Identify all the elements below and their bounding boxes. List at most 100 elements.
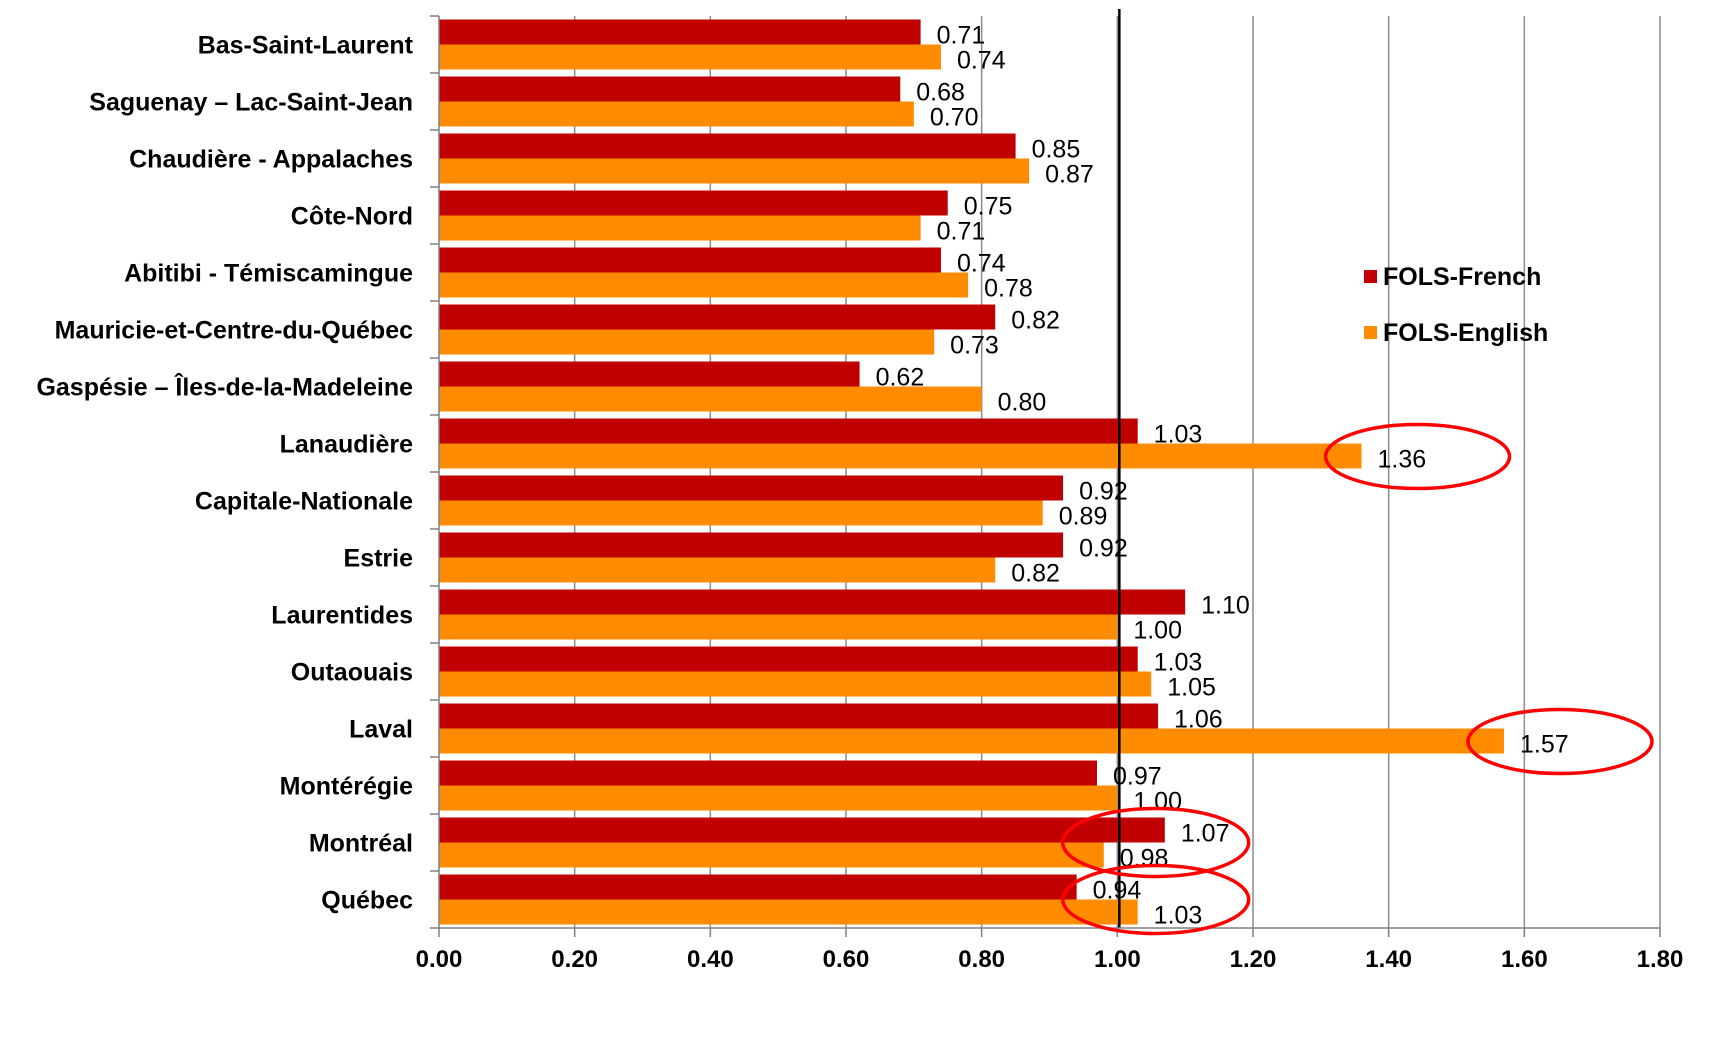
bar-fols-english (439, 272, 969, 298)
category-label: Côte-Nord (291, 203, 413, 231)
data-label: 1.00 (1133, 788, 1182, 816)
category-label: Capitale-Nationale (195, 488, 413, 516)
bar-fols-french (439, 817, 1165, 843)
category-label: Lanaudière (280, 431, 413, 459)
category-label: Montréal (309, 830, 413, 858)
category-label: Bas-Saint-Laurent (198, 32, 414, 60)
data-label: 0.78 (984, 275, 1033, 303)
bar-fols-english (439, 557, 996, 583)
bar-fols-french (439, 361, 860, 387)
bar-fols-english (439, 215, 921, 241)
data-label: 0.75 (964, 193, 1013, 221)
data-label: 0.74 (957, 47, 1006, 75)
category-label: Saguenay – Lac-Saint-Jean (89, 89, 413, 117)
category-label: Québec (321, 887, 413, 915)
bar-fols-french (439, 418, 1138, 444)
legend: FOLS-French FOLS-English (1364, 263, 1548, 347)
category-label: Gaspésie – Îles-de-la-Madeleine (36, 372, 413, 402)
bar-fols-french (439, 190, 948, 216)
data-label: 0.80 (998, 389, 1047, 417)
highlight-ellipse (1060, 863, 1251, 936)
x-tick-label: 0.20 (551, 946, 598, 973)
legend-label: FOLS-English (1383, 319, 1548, 347)
bar-fols-french (439, 19, 921, 45)
bar-fols-english (439, 785, 1118, 811)
x-tick-label: 0.40 (687, 946, 734, 973)
data-label: 0.82 (1011, 307, 1060, 335)
category-label: Chaudière - Appalaches (129, 146, 413, 174)
data-label: 1.03 (1154, 649, 1203, 677)
x-tick-label: 1.40 (1365, 946, 1412, 973)
data-label: 1.36 (1378, 446, 1427, 474)
data-label: 0.89 (1059, 503, 1108, 531)
data-label: 0.97 (1113, 763, 1162, 791)
data-label: 1.06 (1174, 706, 1223, 734)
bar-fols-french (439, 589, 1186, 615)
bar-fols-english (439, 671, 1152, 697)
category-label: Outaouais (291, 659, 413, 687)
data-label: 0.62 (876, 364, 925, 392)
x-tick-label: 0.00 (416, 946, 463, 973)
labels: 0.00 0.20 0.40 0.60 0.80 1.00 1.20 1.40 1.60 1.80… (36, 22, 1683, 974)
data-label: 0.87 (1045, 161, 1094, 189)
data-label: 0.92 (1079, 478, 1128, 506)
x-tick-label: 1.60 (1501, 946, 1548, 973)
bar-fols-english (439, 614, 1118, 640)
x-tick-label: 1.80 (1637, 946, 1684, 973)
bar-fols-english (439, 101, 914, 127)
data-label: 1.03 (1154, 902, 1203, 930)
data-label: 0.70 (930, 104, 979, 132)
data-label: 1.10 (1201, 592, 1250, 620)
bar-fols-french (439, 532, 1064, 558)
category-label: Estrie (344, 545, 414, 573)
data-label: 0.73 (950, 332, 999, 360)
data-label: 1.03 (1154, 421, 1203, 449)
x-tick-label: 0.80 (958, 946, 1005, 973)
data-label: 0.94 (1093, 877, 1142, 905)
data-label: 0.71 (937, 22, 986, 50)
category-label: Abitibi - Témiscamingue (124, 260, 413, 288)
data-label: 1.07 (1181, 820, 1230, 848)
bar-fols-english (439, 728, 1504, 754)
annotations (1060, 422, 1654, 936)
legend-swatch (1364, 270, 1377, 283)
axes (430, 15, 1661, 937)
bar-fols-french (439, 646, 1138, 672)
bar-fols-english (439, 842, 1104, 868)
category-label: Laurentides (271, 602, 413, 630)
x-tick-label: 0.60 (823, 946, 870, 973)
bar-fols-french (439, 475, 1064, 501)
category-label: Montérégie (280, 773, 413, 801)
data-label: 0.92 (1079, 535, 1128, 563)
bar-fols-english (439, 500, 1043, 526)
bars (439, 19, 1504, 925)
bar-fols-french (439, 760, 1097, 786)
data-label: 0.82 (1011, 560, 1060, 588)
data-label: 0.71 (937, 218, 986, 246)
bar-fols-english (439, 443, 1362, 469)
bar-fols-english (439, 158, 1030, 184)
x-tick-label: 1.00 (1094, 946, 1141, 973)
data-label: 0.68 (916, 79, 965, 107)
highlight-ellipse (1466, 707, 1654, 776)
bar-fols-french (439, 247, 941, 273)
bar-fols-english (439, 899, 1138, 925)
legend-label: FOLS-French (1383, 263, 1541, 291)
category-label: Mauricie-et-Centre-du-Québec (55, 317, 413, 345)
legend-swatch (1364, 326, 1377, 339)
highlight-ellipse (1323, 422, 1512, 491)
data-label: 0.74 (957, 250, 1006, 278)
bar-fols-french (439, 703, 1159, 729)
data-label: 1.05 (1167, 674, 1216, 702)
bar-fols-french (439, 133, 1016, 159)
bar-fols-english (439, 44, 941, 70)
highlight-ellipse (1060, 806, 1251, 879)
bar-fols-english (439, 329, 935, 355)
bar-fols-french (439, 874, 1077, 900)
bar-fols-french (439, 304, 996, 330)
category-label: Laval (349, 716, 413, 744)
bar-fols-english (439, 386, 982, 412)
x-tick-label: 1.20 (1230, 946, 1277, 973)
data-label: 0.85 (1032, 136, 1081, 164)
